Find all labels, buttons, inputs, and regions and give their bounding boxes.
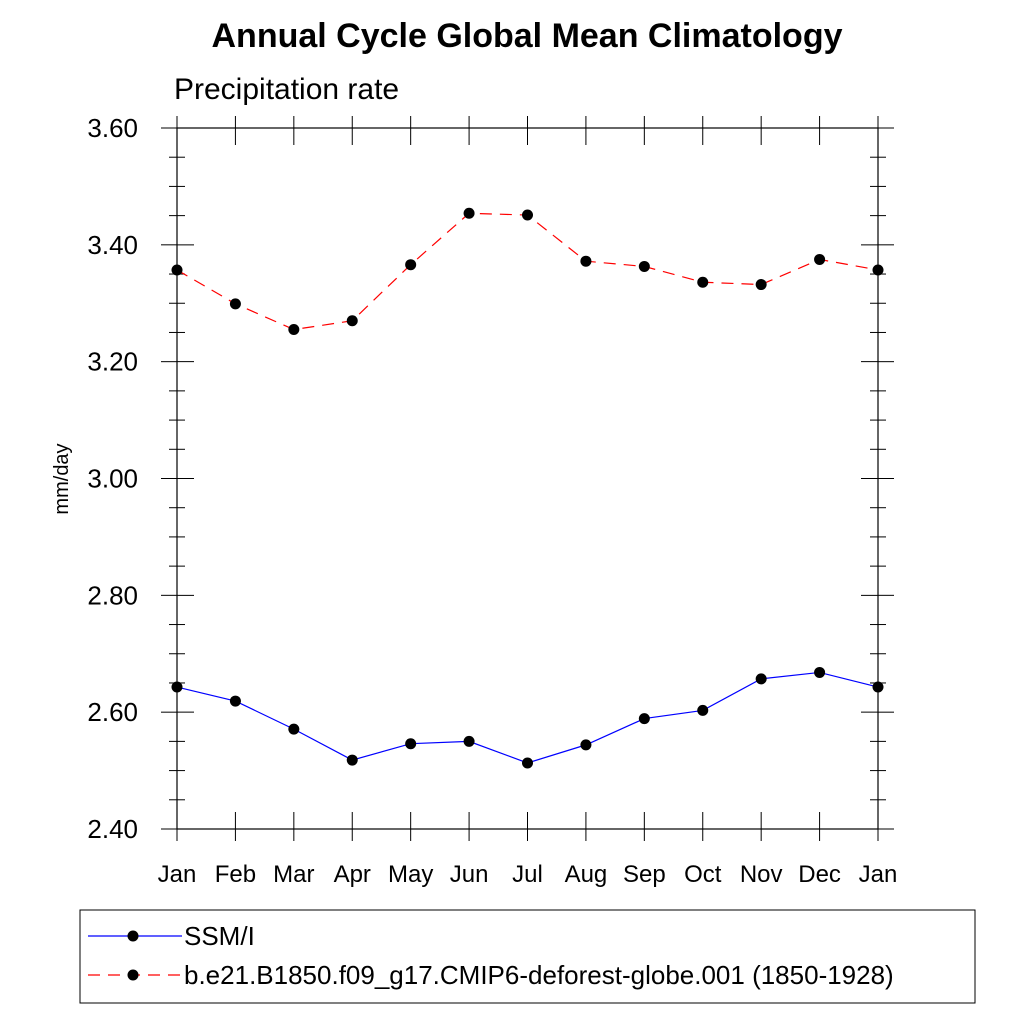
- x-tick-label: Jul: [512, 861, 543, 888]
- series-1-point: [872, 264, 884, 276]
- x-tick-label: Mar: [273, 861, 314, 888]
- y-tick-label: 2.40: [87, 814, 138, 844]
- series-1-point: [522, 209, 533, 221]
- series-1-point: [697, 276, 709, 288]
- series-0-point: [814, 666, 826, 678]
- x-tick-label: Jun: [450, 861, 489, 888]
- series-0-point: [697, 704, 709, 716]
- x-tick-label: Feb: [215, 861, 256, 888]
- x-tick-label: Nov: [740, 861, 783, 888]
- x-tick-label: Apr: [334, 861, 371, 888]
- chart-subtitle: Precipitation rate: [174, 73, 399, 106]
- series-0-point: [463, 735, 475, 747]
- series-1-point: [580, 255, 592, 267]
- series-0-point: [522, 757, 533, 769]
- x-tick-label: Jan: [158, 861, 197, 888]
- y-tick-label: 3.60: [87, 113, 138, 143]
- legend-box: [79, 909, 976, 1004]
- legend-label: b.e21.B1850.f09_g17.CMIP6-deforest-globe…: [184, 960, 894, 990]
- series-0-point: [405, 738, 417, 750]
- series-0-point: [171, 681, 183, 693]
- series-1-point: [755, 279, 767, 291]
- x-tick-label: Oct: [684, 861, 722, 888]
- series-0-point: [346, 754, 358, 766]
- series-0-point: [288, 723, 300, 735]
- x-tick-label: Jan: [859, 861, 898, 888]
- y-axis-label: mm/day: [51, 443, 73, 514]
- series-1-point: [229, 298, 241, 310]
- x-tick-label: May: [388, 861, 433, 888]
- series-1-point: [171, 264, 183, 276]
- legend-label: SSM/I: [184, 921, 255, 951]
- y-axis-ticks: 2.40 2.60 2.80 3.00 3.20 3.40 3.60: [87, 113, 894, 844]
- series-line-0: [176, 671, 879, 764]
- series-0-point: [872, 681, 884, 693]
- series-line-1: [176, 212, 879, 331]
- y-tick-label: 2.60: [87, 697, 138, 727]
- series-0-point: [755, 673, 767, 685]
- y-tick-label: 3.00: [87, 464, 138, 494]
- series-0-point: [229, 695, 241, 707]
- y-tick-label: 2.80: [87, 580, 138, 610]
- x-tick-label: Dec: [798, 861, 841, 888]
- chart-title: Annual Cycle Global Mean Climatology: [212, 17, 843, 55]
- series-1-point: [405, 259, 417, 271]
- legend-marker: [127, 969, 139, 981]
- legend: SSM/I b.e21.B1850.f09_g17.CMIP6-deforest-…: [79, 909, 976, 1004]
- y-tick-label: 3.40: [87, 230, 138, 260]
- y-tick-label: 3.20: [87, 347, 138, 377]
- series-0-point: [638, 713, 650, 725]
- series-0-point: [580, 739, 592, 751]
- x-axis-ticks: Jan Feb Mar Apr May Jun Jul Aug Sep Oct Nov Dec Jan: [158, 116, 898, 888]
- series-1-point: [638, 260, 650, 272]
- x-tick-label: Aug: [565, 861, 608, 888]
- series-1-point: [346, 315, 358, 327]
- series-1-point: [463, 207, 475, 219]
- series-layer: [171, 207, 884, 769]
- series-1-point: [814, 253, 826, 265]
- legend-marker: [127, 930, 139, 942]
- x-tick-label: Sep: [623, 861, 666, 888]
- series-1-point: [288, 324, 300, 336]
